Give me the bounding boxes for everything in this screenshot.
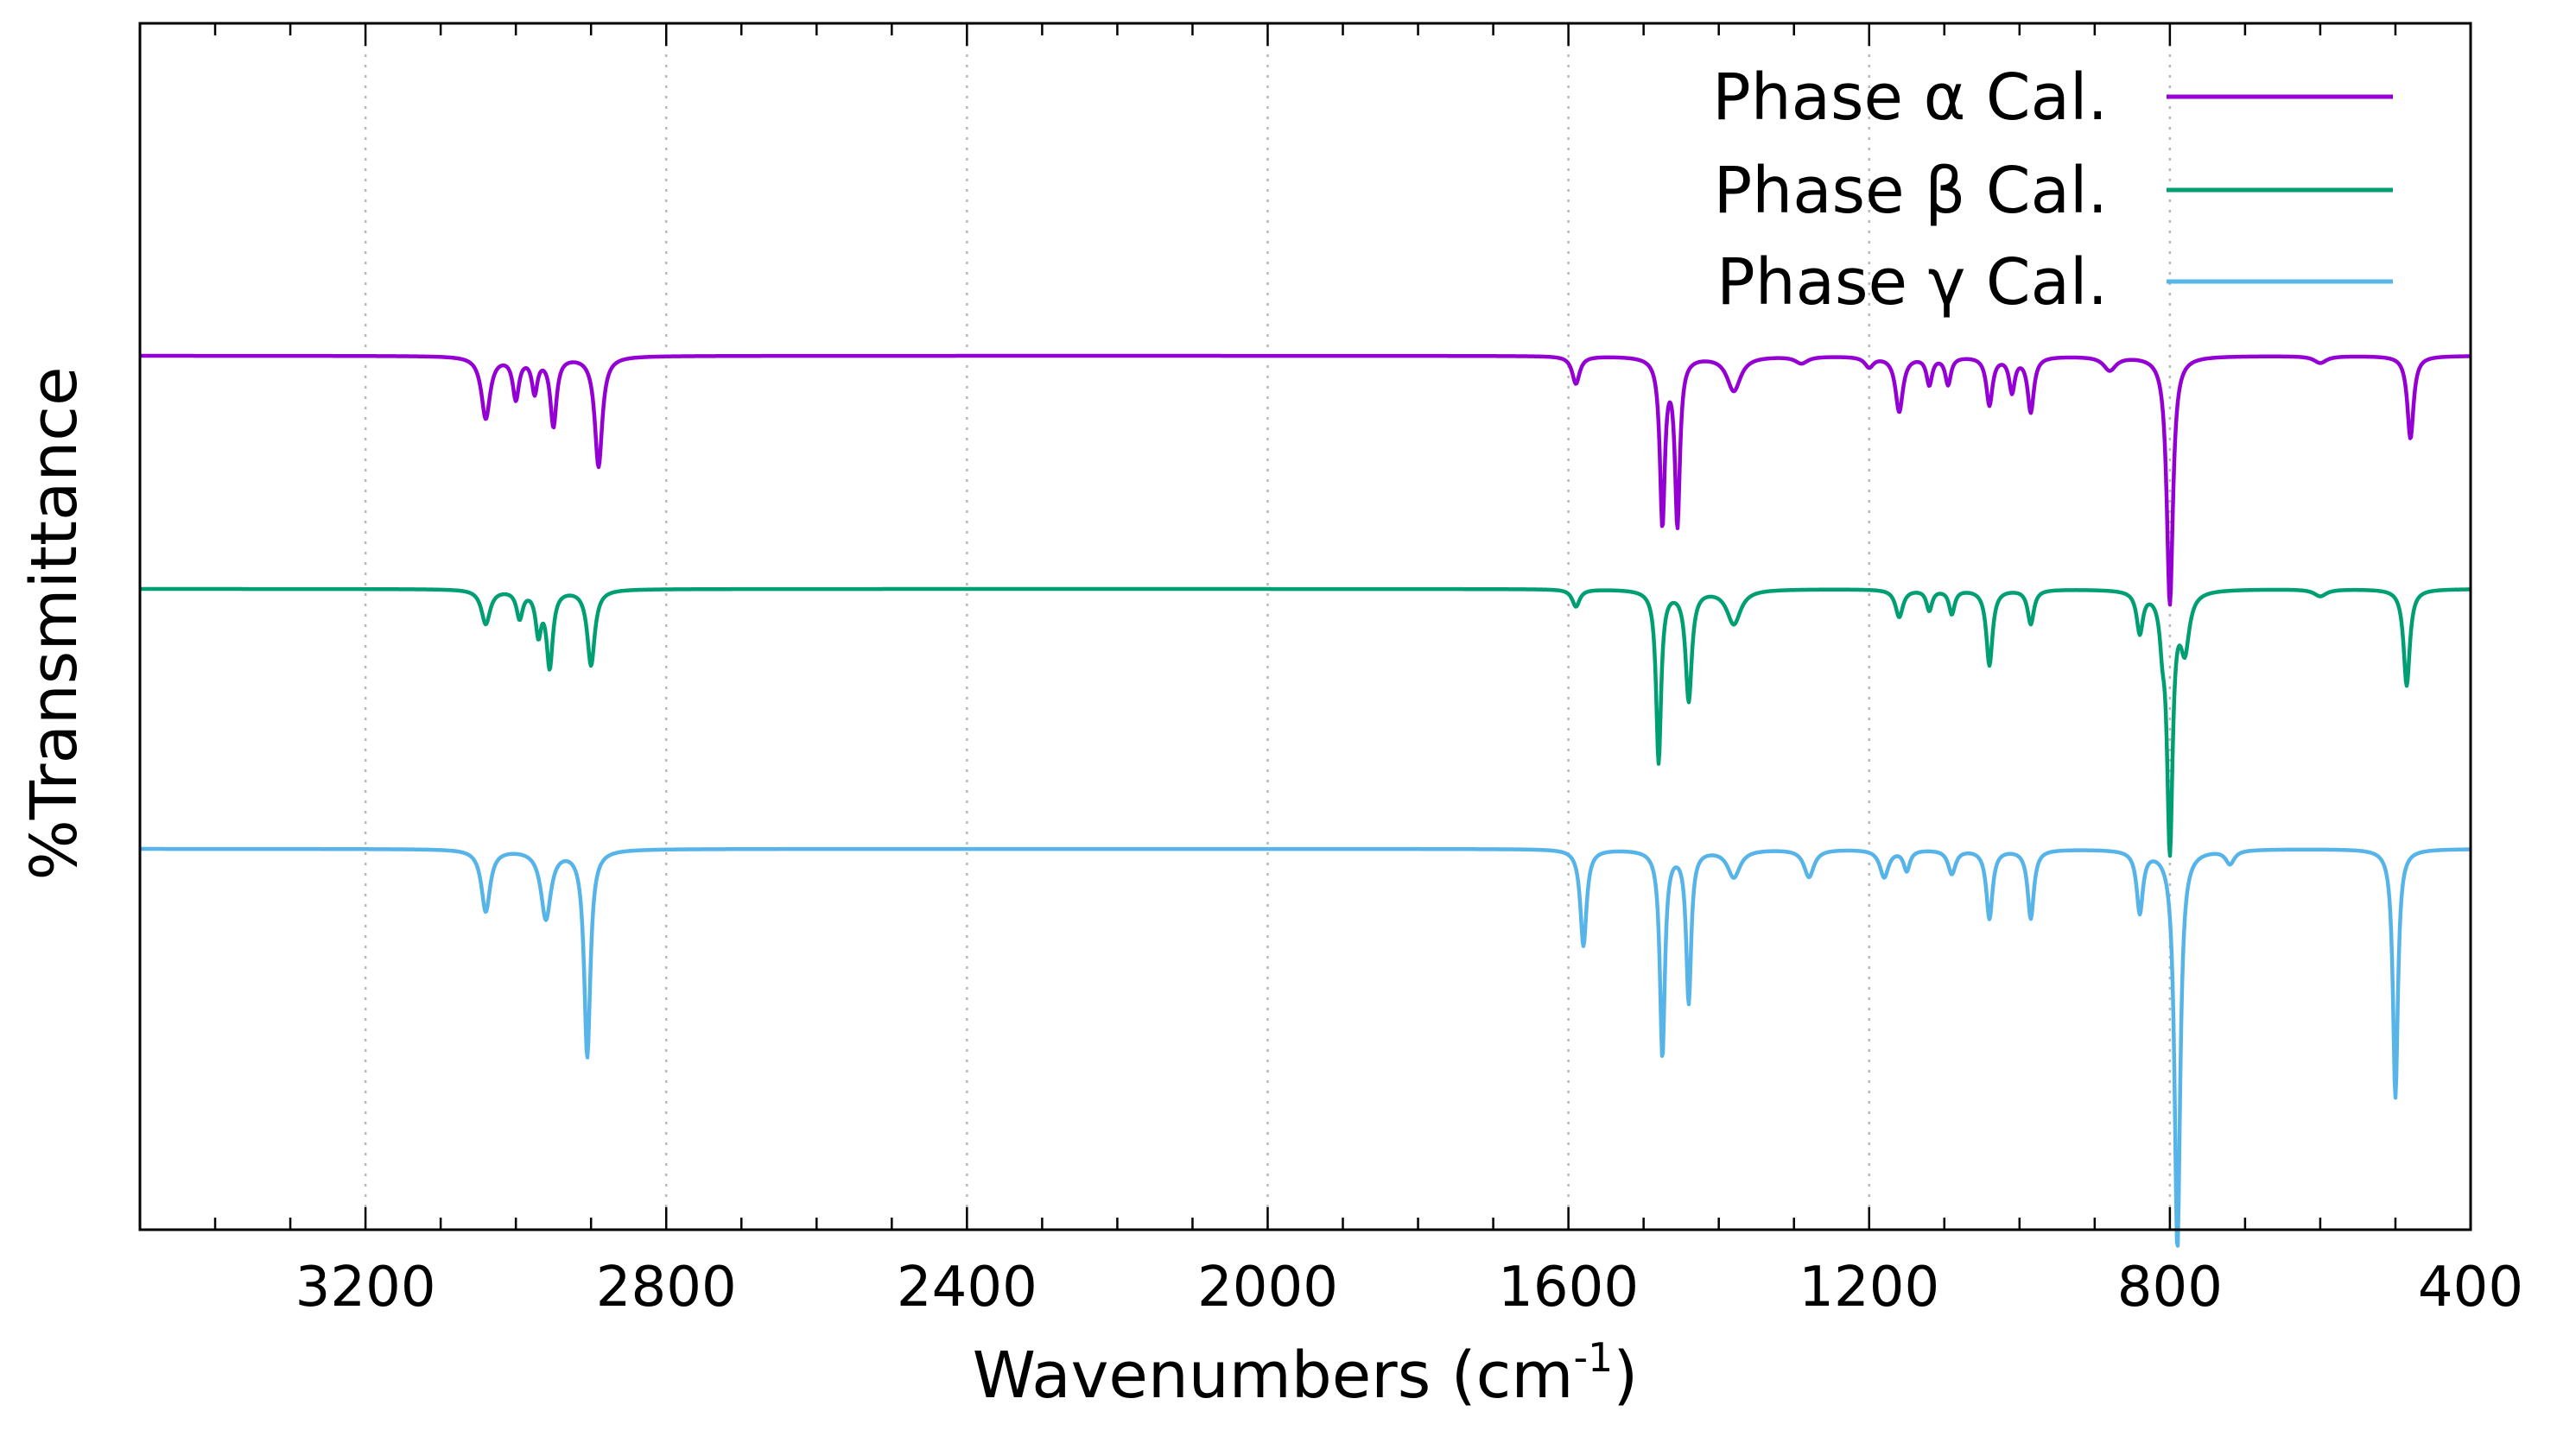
series-line-2 <box>138 586 2472 858</box>
x-tick-label-800: 800 <box>2117 1256 2223 1320</box>
x-tick-label-1200: 1200 <box>1799 1256 1939 1320</box>
x-tick-label-2000: 2000 <box>1197 1256 1338 1320</box>
series-line-3 <box>138 846 2472 1248</box>
legend-label-3: Phase γ Cal. <box>1716 245 2108 320</box>
x-tick-label-400: 400 <box>2418 1256 2523 1320</box>
legend-label-1: Phase α Cal. <box>1712 60 2108 135</box>
tick-layer: 3200 2800 2400 2000 1600 1200 800 400 <box>138 23 2523 1320</box>
grid-layer <box>364 23 2172 1230</box>
y-axis-title: %Transmittance <box>17 367 92 881</box>
plot-frame <box>138 22 2472 1231</box>
x-axis-title-close: ) <box>1613 1339 1638 1413</box>
x-tick-label-3200: 3200 <box>295 1256 436 1320</box>
x-axis-title: Wavenumbers (cm-1) <box>973 1334 1638 1413</box>
x-axis-title-superscript: -1 <box>1573 1334 1613 1381</box>
series-line-1 <box>138 353 2472 607</box>
legend: Phase α Cal. Phase β Cal. Phase γ Cal. <box>1712 60 2393 320</box>
x-tick-label-2800: 2800 <box>596 1256 737 1320</box>
x-tick-label-2400: 2400 <box>897 1256 1037 1320</box>
x-axis-title-text: Wavenumbers (cm <box>973 1339 1574 1413</box>
series-layer <box>138 353 2472 1248</box>
x-tick-label-1600: 1600 <box>1498 1256 1639 1320</box>
legend-label-2: Phase β Cal. <box>1714 154 2108 228</box>
